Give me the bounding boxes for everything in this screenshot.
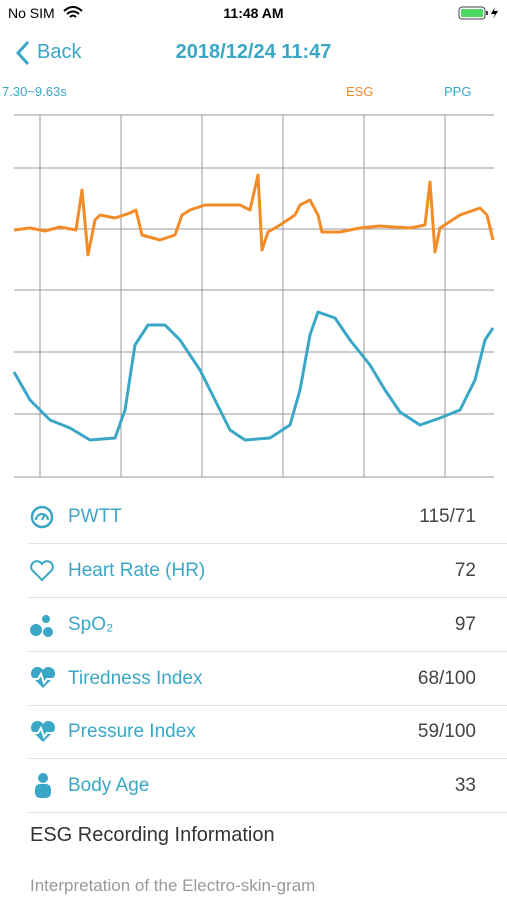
metric-value: 97 [454, 614, 476, 635]
separator [28, 543, 507, 544]
esg-wave [13, 173, 495, 257]
waveform-chart [12, 114, 495, 478]
section-title: ESG Recording Information [30, 824, 275, 846]
metric-value: 115/71 [419, 506, 476, 527]
time-range: 7.30~9.63s [2, 84, 67, 99]
nav-title: 2018/12/24 11:47 [175, 41, 332, 63]
metric-value: 72 [454, 560, 476, 581]
separator [28, 812, 507, 813]
back-button[interactable]: Back [37, 41, 82, 63]
pressure-icon [30, 720, 56, 742]
wifi-icon [63, 6, 83, 18]
metric-label: PWTT [68, 506, 122, 527]
ppg-wave [12, 310, 495, 442]
tiredness-icon [30, 666, 56, 688]
back-chevron[interactable] [14, 40, 32, 66]
separator [28, 758, 507, 759]
pwtt-icon [30, 505, 54, 529]
metric-label: Heart Rate (HR) [68, 560, 206, 581]
metric-label: Tiredness Index [68, 668, 203, 689]
metric-value: 59/100 [417, 721, 476, 742]
grid [14, 114, 494, 478]
separator [28, 597, 507, 598]
metric-label: SpO₂ [68, 614, 114, 635]
metric-value: 68/100 [417, 668, 476, 689]
clock: 11:48 AM [223, 5, 284, 21]
carrier: No SIM [8, 5, 55, 21]
metric-label: Body Age [68, 775, 150, 796]
heart-icon [30, 560, 54, 582]
esg-legend[interactable]: ESG [346, 84, 374, 99]
separator [28, 651, 507, 652]
section-subtitle: Interpretation of the Electro-skin-gram [30, 876, 316, 895]
spo2-icon [30, 615, 53, 637]
body-age-icon [35, 773, 51, 798]
separator [28, 705, 507, 706]
metric-label: Pressure Index [68, 721, 196, 742]
metric-value: 33 [454, 775, 476, 796]
battery-icon [458, 6, 498, 20]
ppg-legend[interactable]: PPG [444, 84, 472, 99]
